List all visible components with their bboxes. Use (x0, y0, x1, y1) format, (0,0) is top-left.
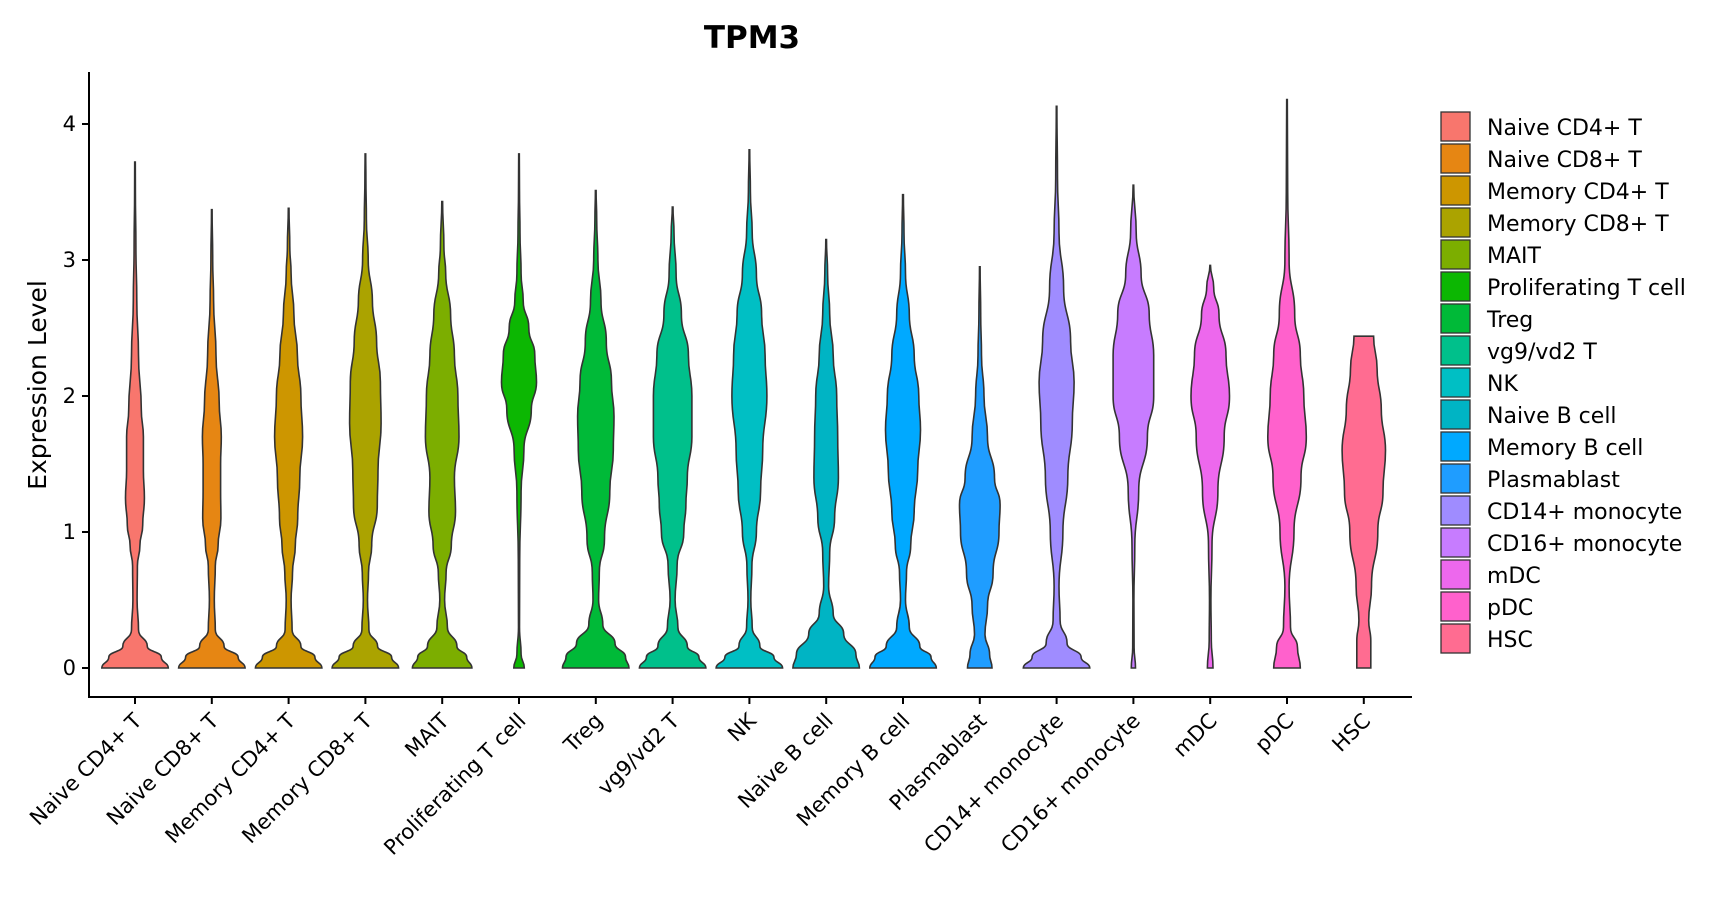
y-tick-label: 4 (63, 112, 76, 136)
x-tick-label: HSC (1327, 709, 1375, 757)
y-axis-title: Expression Level (23, 280, 52, 490)
legend-swatch (1440, 143, 1471, 174)
x-tick-label: CD14+ monocyte (919, 709, 1068, 858)
x-tick-label: Memory CD8+ T (237, 708, 377, 848)
legend-swatch (1440, 111, 1471, 142)
x-tick-label: pDC (1250, 709, 1298, 757)
x-tick-label: MAIT (400, 708, 454, 762)
violin-nk (715, 149, 784, 669)
legend-label: MAIT (1487, 244, 1542, 269)
violin-naive-cd4-t (100, 161, 170, 669)
x-tick-label: vg9/vd2 T (593, 708, 684, 799)
legend-label: pDC (1487, 596, 1533, 621)
legend-swatch (1440, 207, 1471, 238)
legend-label: HSC (1487, 628, 1533, 653)
legend-swatch (1440, 399, 1471, 430)
x-tick-label: Memory CD4+ T (161, 708, 301, 848)
legend-swatch (1440, 367, 1471, 398)
legend-label: vg9/vd2 T (1487, 340, 1597, 365)
legend-swatch (1440, 623, 1471, 654)
x-tick-label: mDC (1168, 709, 1221, 762)
x-tick-label: NK (723, 708, 762, 747)
y-tick-label: 2 (63, 384, 76, 408)
y-tick-label: 3 (63, 248, 76, 272)
legend-label: Memory CD4+ T (1487, 180, 1669, 205)
legend-label: Naive B cell (1487, 404, 1617, 429)
legend-label: Naive CD8+ T (1487, 148, 1642, 173)
violin-plasmablast (958, 265, 1001, 669)
x-tick-label: Treg (558, 709, 607, 758)
violin-mait (411, 200, 473, 669)
legend-swatch (1440, 559, 1471, 590)
y-ticks: 0 1 2 3 4 (63, 112, 89, 680)
legend-swatch (1440, 303, 1471, 334)
violin-naive-cd8-t (177, 208, 246, 669)
legend-label: Proliferating T cell (1487, 276, 1686, 301)
legend-label: CD14+ monocyte (1487, 500, 1682, 525)
legend-label: Memory CD8+ T (1487, 212, 1669, 237)
violin-cd14-monocyte (1022, 105, 1091, 669)
legend-label: Treg (1486, 308, 1533, 333)
violin-memory-cd4-t (254, 207, 323, 669)
legend-label: CD16+ monocyte (1487, 532, 1682, 557)
violin-treg (561, 189, 630, 669)
violin-memory-b-cell (868, 193, 938, 669)
legend-label: Naive CD4+ T (1487, 116, 1642, 141)
chart-title: TPM3 (704, 20, 800, 56)
violin-vg9-vd2-t (638, 206, 707, 669)
x-tick-label: CD16+ monocyte (996, 709, 1145, 858)
legend-swatch (1440, 175, 1471, 206)
violin-naive-b-cell (792, 238, 861, 669)
legend-label: Plasmablast (1487, 468, 1620, 493)
violins (100, 98, 1387, 669)
y-tick-label: 1 (63, 520, 76, 544)
y-tick-label: 0 (63, 656, 76, 680)
violin-pdc (1266, 98, 1308, 669)
legend: Naive CD4+ T Naive CD8+ T Memory CD4+ T Mem… (1440, 111, 1686, 654)
violin-hsc (1341, 335, 1387, 669)
legend-swatch (1440, 335, 1471, 366)
legend-label: mDC (1487, 564, 1541, 589)
legend-swatch (1440, 239, 1471, 270)
violin-mdc (1190, 264, 1231, 669)
legend-label: NK (1487, 372, 1518, 397)
violin-proliferating-t-cell (500, 153, 538, 669)
legend-swatch (1440, 591, 1471, 622)
legend-swatch (1440, 527, 1471, 558)
legend-swatch (1440, 463, 1471, 494)
legend-swatch (1440, 431, 1471, 462)
violin-memory-cd8-t (331, 153, 400, 669)
x-tick-label: Proliferating T cell (379, 709, 530, 860)
legend-label: Memory B cell (1487, 436, 1643, 461)
legend-swatch (1440, 495, 1471, 526)
violin-cd16-monocyte (1112, 184, 1155, 669)
legend-swatch (1440, 271, 1471, 302)
